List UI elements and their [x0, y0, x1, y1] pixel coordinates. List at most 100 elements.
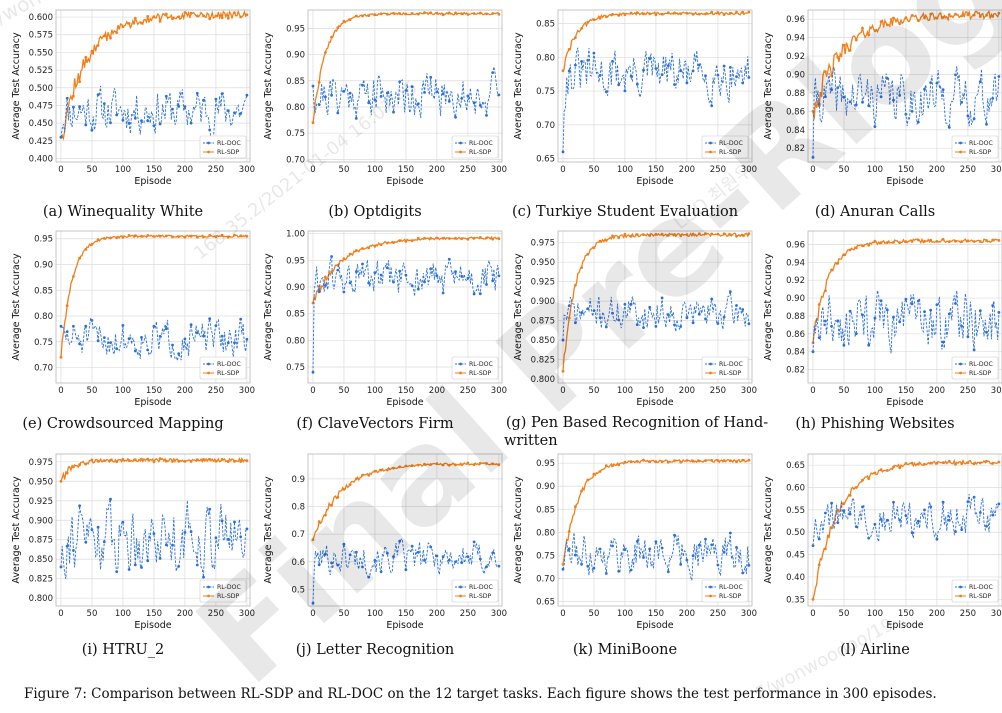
data-point-rl-sdp	[177, 15, 181, 19]
data-point-rl-sdp	[848, 494, 852, 497]
data-point-rl-doc	[867, 343, 871, 347]
data-point-rl-doc	[342, 542, 346, 546]
legend-label: RL-DOC	[969, 140, 993, 147]
chart-panel: 0 50 100 150 200 250 300 0.70 0.75 0.80 0.85 0.90 0.…	[262, 4, 508, 192]
data-point-rl-sdp	[867, 243, 871, 247]
plot-frame	[557, 9, 753, 163]
x-tick-label: 150	[398, 386, 414, 396]
data-point-rl-doc	[747, 564, 751, 567]
data-point-rl-sdp	[991, 15, 995, 18]
data-point-rl-doc	[245, 527, 249, 531]
data-point-rl-doc	[491, 71, 495, 74]
x-tick-label: 0	[810, 609, 815, 619]
data-point-rl-doc	[348, 281, 352, 285]
x-tick-label: 50	[87, 609, 98, 619]
data-point-rl-sdp	[447, 463, 451, 467]
data-point-rl-doc	[466, 276, 470, 280]
legend-label: RL-DOC	[719, 140, 743, 147]
data-point-rl-sdp	[115, 460, 119, 464]
data-point-rl-sdp	[885, 469, 889, 472]
data-point-rl-doc	[654, 67, 658, 70]
data-point-rl-sdp	[574, 505, 577, 509]
data-point-rl-doc	[673, 533, 676, 537]
data-point-rl-sdp	[604, 464, 608, 468]
y-tick-label: 0.55	[786, 506, 805, 516]
data-point-rl-sdp	[885, 23, 889, 27]
data-point-rl-doc	[379, 95, 383, 98]
chart-panel: 0 50 100 150 200 250 300 0.75 0.80 0.85 0.90 0.95 1.…	[262, 225, 508, 413]
data-point-rl-sdp	[836, 261, 840, 265]
y-tick-label: 0.65	[536, 155, 555, 165]
data-point-rl-sdp	[385, 468, 389, 472]
data-point-rl-sdp	[102, 34, 106, 38]
data-point-rl-doc	[361, 262, 364, 266]
data-point-rl-doc	[854, 332, 858, 335]
data-point-rl-sdp	[642, 233, 645, 236]
data-point-rl-sdp	[910, 461, 914, 465]
data-point-rl-sdp	[497, 12, 501, 16]
data-point-rl-sdp	[574, 36, 577, 39]
y-tick-label: 0.82	[786, 366, 805, 376]
legend-label: RL-SDP	[217, 593, 240, 600]
data-point-rl-sdp	[704, 12, 707, 16]
data-point-rl-sdp	[478, 461, 482, 465]
data-point-rl-doc	[202, 334, 205, 338]
data-point-rl-sdp	[879, 241, 883, 245]
y-tick-label: 0.85	[286, 77, 305, 87]
x-tick-label: 0	[560, 386, 565, 396]
data-point-rl-sdp	[735, 460, 738, 464]
data-point-rl-doc	[245, 337, 249, 341]
data-point-rl-doc	[623, 302, 627, 306]
data-point-rl-sdp	[367, 14, 371, 17]
data-point-rl-sdp	[592, 472, 596, 476]
legend-label: RL-SDP	[719, 370, 742, 377]
data-point-rl-sdp	[747, 10, 751, 14]
data-point-rl-doc	[121, 118, 125, 122]
data-point-rl-doc	[472, 292, 476, 296]
data-point-rl-doc	[691, 554, 695, 558]
data-point-rl-doc	[722, 550, 726, 554]
x-tick-label: 150	[146, 609, 162, 619]
y-tick-label: 0.600	[29, 13, 53, 23]
data-point-rl-sdp	[466, 461, 470, 465]
data-point-rl-sdp	[941, 16, 945, 19]
data-point-rl-doc	[941, 340, 945, 344]
chart-panel: 0 50 100 150 200 250 300 0.800 0.825 0.850 0.875 0.…	[10, 448, 256, 636]
data-point-rl-sdp	[373, 469, 377, 473]
data-point-rl-sdp	[121, 25, 125, 29]
data-point-rl-doc	[861, 100, 864, 104]
data-point-rl-sdp	[722, 459, 726, 462]
data-point-rl-doc	[704, 537, 707, 541]
data-point-rl-sdp	[567, 530, 571, 533]
data-point-rl-sdp	[336, 495, 340, 499]
legend-marker	[709, 371, 712, 375]
data-point-rl-sdp	[423, 236, 426, 240]
data-point-rl-sdp	[679, 460, 683, 464]
data-point-rl-doc	[466, 555, 470, 559]
subfigure-caption: (h) Phishing Websites	[795, 416, 955, 432]
data-point-rl-doc	[941, 88, 945, 91]
data-point-rl-doc	[239, 535, 243, 539]
data-point-rl-doc	[904, 297, 908, 301]
data-point-rl-sdp	[854, 38, 858, 42]
data-point-rl-doc	[404, 568, 408, 572]
data-point-rl-doc	[158, 334, 162, 338]
x-tick-label: 100	[115, 609, 131, 619]
data-point-rl-doc	[929, 505, 933, 509]
data-point-rl-doc	[361, 565, 364, 569]
data-point-rl-sdp	[941, 461, 945, 464]
data-point-rl-sdp	[392, 241, 395, 244]
data-point-rl-doc	[367, 281, 371, 285]
data-point-rl-sdp	[747, 458, 751, 462]
y-tick-label: 0.6	[291, 558, 305, 568]
data-point-rl-doc	[679, 563, 683, 566]
line-chart: 0 50 100 150 200 250 300 0.70 0.75 0.80 0.85 0.90 0.…	[263, 9, 507, 187]
data-point-rl-sdp	[416, 236, 420, 240]
data-point-rl-sdp	[617, 463, 621, 467]
y-tick-label: 0.875	[531, 317, 555, 327]
y-tick-label: 0.82	[786, 144, 805, 154]
data-point-rl-sdp	[152, 460, 156, 464]
data-point-rl-doc	[454, 115, 457, 119]
data-point-rl-doc	[954, 530, 957, 533]
data-point-rl-sdp	[716, 232, 720, 236]
